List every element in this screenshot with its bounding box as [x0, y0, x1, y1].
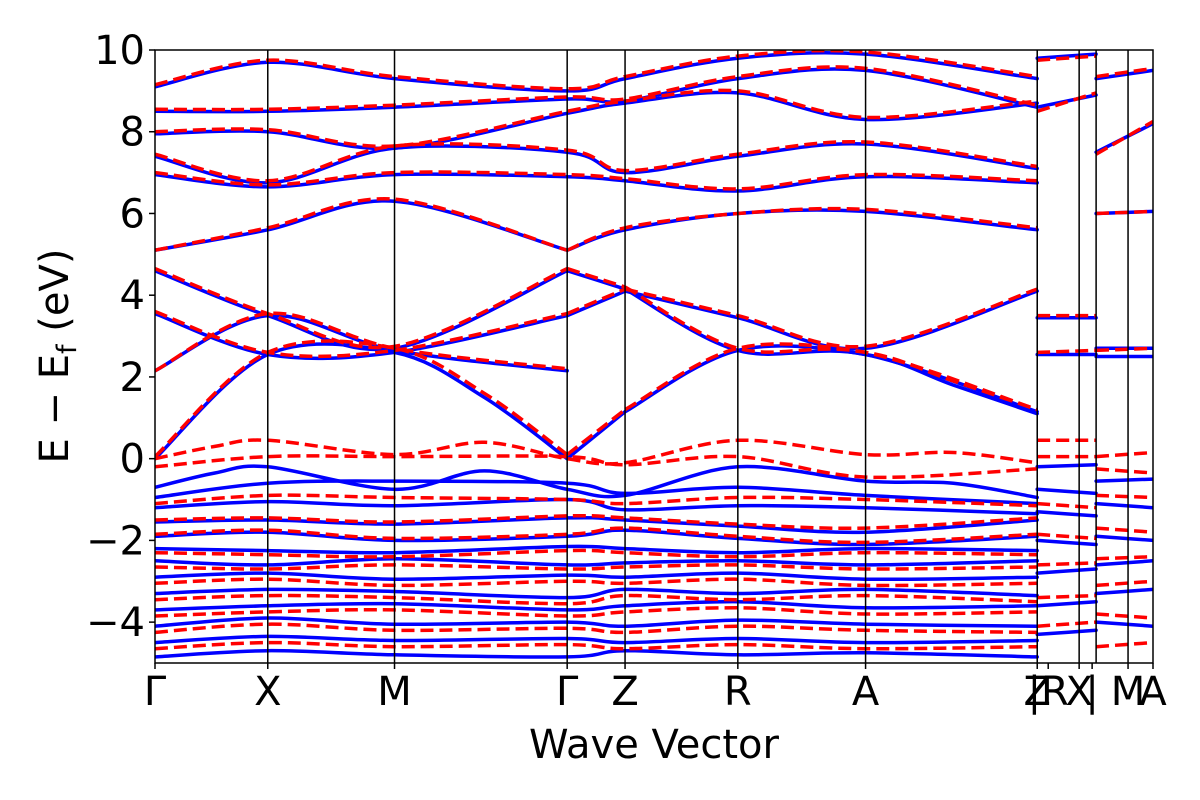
- x-tick-label: X: [1065, 669, 1092, 715]
- x-tick-label: Γ: [144, 669, 167, 715]
- plot-frame: [154, 49, 1154, 664]
- band-line-red-50: [1095, 612, 1153, 620]
- x-tick-label: Γ: [556, 669, 579, 715]
- band-line-red-36: [1037, 532, 1097, 541]
- y-tick-label: 8: [120, 110, 145, 156]
- bands-layer: [155, 50, 1153, 659]
- x-tick-label: X: [254, 669, 281, 715]
- band-line-red-39: [1037, 620, 1097, 628]
- band-line-red-41: [1096, 209, 1153, 216]
- band-line-red-14: [155, 88, 1038, 149]
- band-line-red-29: [1037, 348, 1097, 355]
- y-tick-label: 2: [120, 355, 145, 401]
- band-line-red-48: [1096, 554, 1153, 561]
- band-line-red-11: [566, 206, 1038, 252]
- x-tick-label: A: [1139, 669, 1167, 715]
- band-line-blue-40: [1035, 628, 1098, 637]
- band-line-red-31: [1036, 91, 1097, 113]
- y-tick-label: 0: [120, 437, 145, 483]
- band-line-blue-48: [1094, 534, 1153, 543]
- band-line-blue-35: [1035, 487, 1098, 496]
- band-line-blue-1: [565, 409, 627, 461]
- band-line-red-42: [1095, 119, 1153, 156]
- band-line-blue-29: [155, 648, 1039, 659]
- band-line-red-16: [155, 50, 1038, 91]
- band-line-red-45: [1095, 467, 1153, 475]
- band-line-red-4: [155, 309, 568, 359]
- band-line-red-10: [155, 197, 568, 252]
- band-line-blue-27: [155, 616, 1039, 628]
- band-line-red-3: [155, 311, 568, 373]
- band-line-red-51: [1095, 640, 1153, 649]
- band-line-blue-4: [155, 311, 569, 361]
- band-line-blue-10: [155, 199, 569, 252]
- band-line-red-9: [624, 285, 1038, 412]
- band-line-blue-33: [1035, 52, 1098, 60]
- band-line-red-1: [566, 408, 627, 456]
- band-line-red-8: [566, 266, 626, 289]
- y-axis: −4 −2 0 2 4 6 8 10: [86, 28, 155, 646]
- band-line-red-49: [1095, 579, 1153, 588]
- x-tick-label: Z: [1024, 669, 1051, 715]
- x-tick-label: A: [852, 669, 880, 715]
- band-line-blue-26: [155, 599, 1039, 612]
- band-line-red-40: [1096, 346, 1153, 353]
- band-line-red-7: [155, 266, 568, 350]
- band-line-blue-50: [1094, 587, 1153, 596]
- band-line-red-38: [1037, 593, 1097, 600]
- x-tick-label: |: [1085, 669, 1098, 715]
- band-line-red-47: [1095, 526, 1153, 534]
- y-axis-title-main: E − E: [32, 354, 78, 464]
- y-tick-label: −2: [86, 518, 145, 564]
- band-line-blue-28: [155, 634, 1039, 645]
- band-line-blue-24: [155, 571, 1039, 582]
- band-line-red-43: [1095, 66, 1153, 79]
- y-axis-title: E − Ef (eV): [32, 249, 83, 464]
- band-line-red-6: [624, 287, 1038, 349]
- y-tick-label: 4: [120, 273, 145, 319]
- band-line-red-46: [1096, 493, 1153, 500]
- band-line-blue-7: [155, 268, 569, 352]
- x-tick-label: R: [724, 669, 752, 715]
- band-line-blue-6: [623, 289, 1039, 351]
- high-symmetry-lines: [267, 50, 1129, 663]
- band-line-blue-47: [1094, 501, 1153, 510]
- band-line-blue-23: [155, 557, 1039, 567]
- band-line-red-5: [566, 287, 626, 316]
- x-axis: Γ X M Γ Z R A Z|RX| MA: [144, 663, 1167, 715]
- band-line-red-18: [155, 454, 1038, 480]
- band-line-blue-39: [1035, 599, 1098, 608]
- band-line-blue-36: [1035, 510, 1098, 518]
- band-line-red-35: [1037, 501, 1097, 510]
- band-line-red-25: [155, 593, 1038, 606]
- y-axis-title-unit: (eV): [32, 249, 78, 345]
- band-line-red-2: [624, 342, 1038, 412]
- band-line-blue-5: [565, 289, 627, 318]
- band-line-red-0: [155, 339, 569, 458]
- band-line-blue-2: [623, 344, 1039, 416]
- band-line-red-37: [1037, 561, 1097, 567]
- band-line-blue-45: [1094, 68, 1153, 81]
- band-line-blue-34: [1035, 463, 1098, 469]
- band-line-blue-38: [1035, 567, 1098, 575]
- band-line-red-44: [1095, 450, 1153, 459]
- band-line-blue-46: [1094, 477, 1153, 483]
- band-line-blue-8: [565, 268, 627, 291]
- band-line-red-32: [1037, 54, 1097, 62]
- y-tick-label: 10: [94, 28, 145, 74]
- y-tick-label: 6: [120, 191, 145, 237]
- band-line-blue-49: [1094, 559, 1153, 567]
- band-line-blue-51: [1094, 620, 1153, 628]
- y-tick-label: −4: [86, 600, 145, 646]
- x-tick-label: M: [377, 669, 412, 715]
- band-line-blue-11: [565, 208, 1039, 252]
- y-axis-title-sub: f: [52, 343, 83, 354]
- x-tick-label: Z: [611, 669, 638, 715]
- x-tick-label: M: [1111, 669, 1146, 715]
- x-axis-title: Wave Vector: [529, 722, 780, 768]
- band-line-blue-37: [1035, 538, 1098, 547]
- x-tick-label: |R: [1028, 669, 1069, 715]
